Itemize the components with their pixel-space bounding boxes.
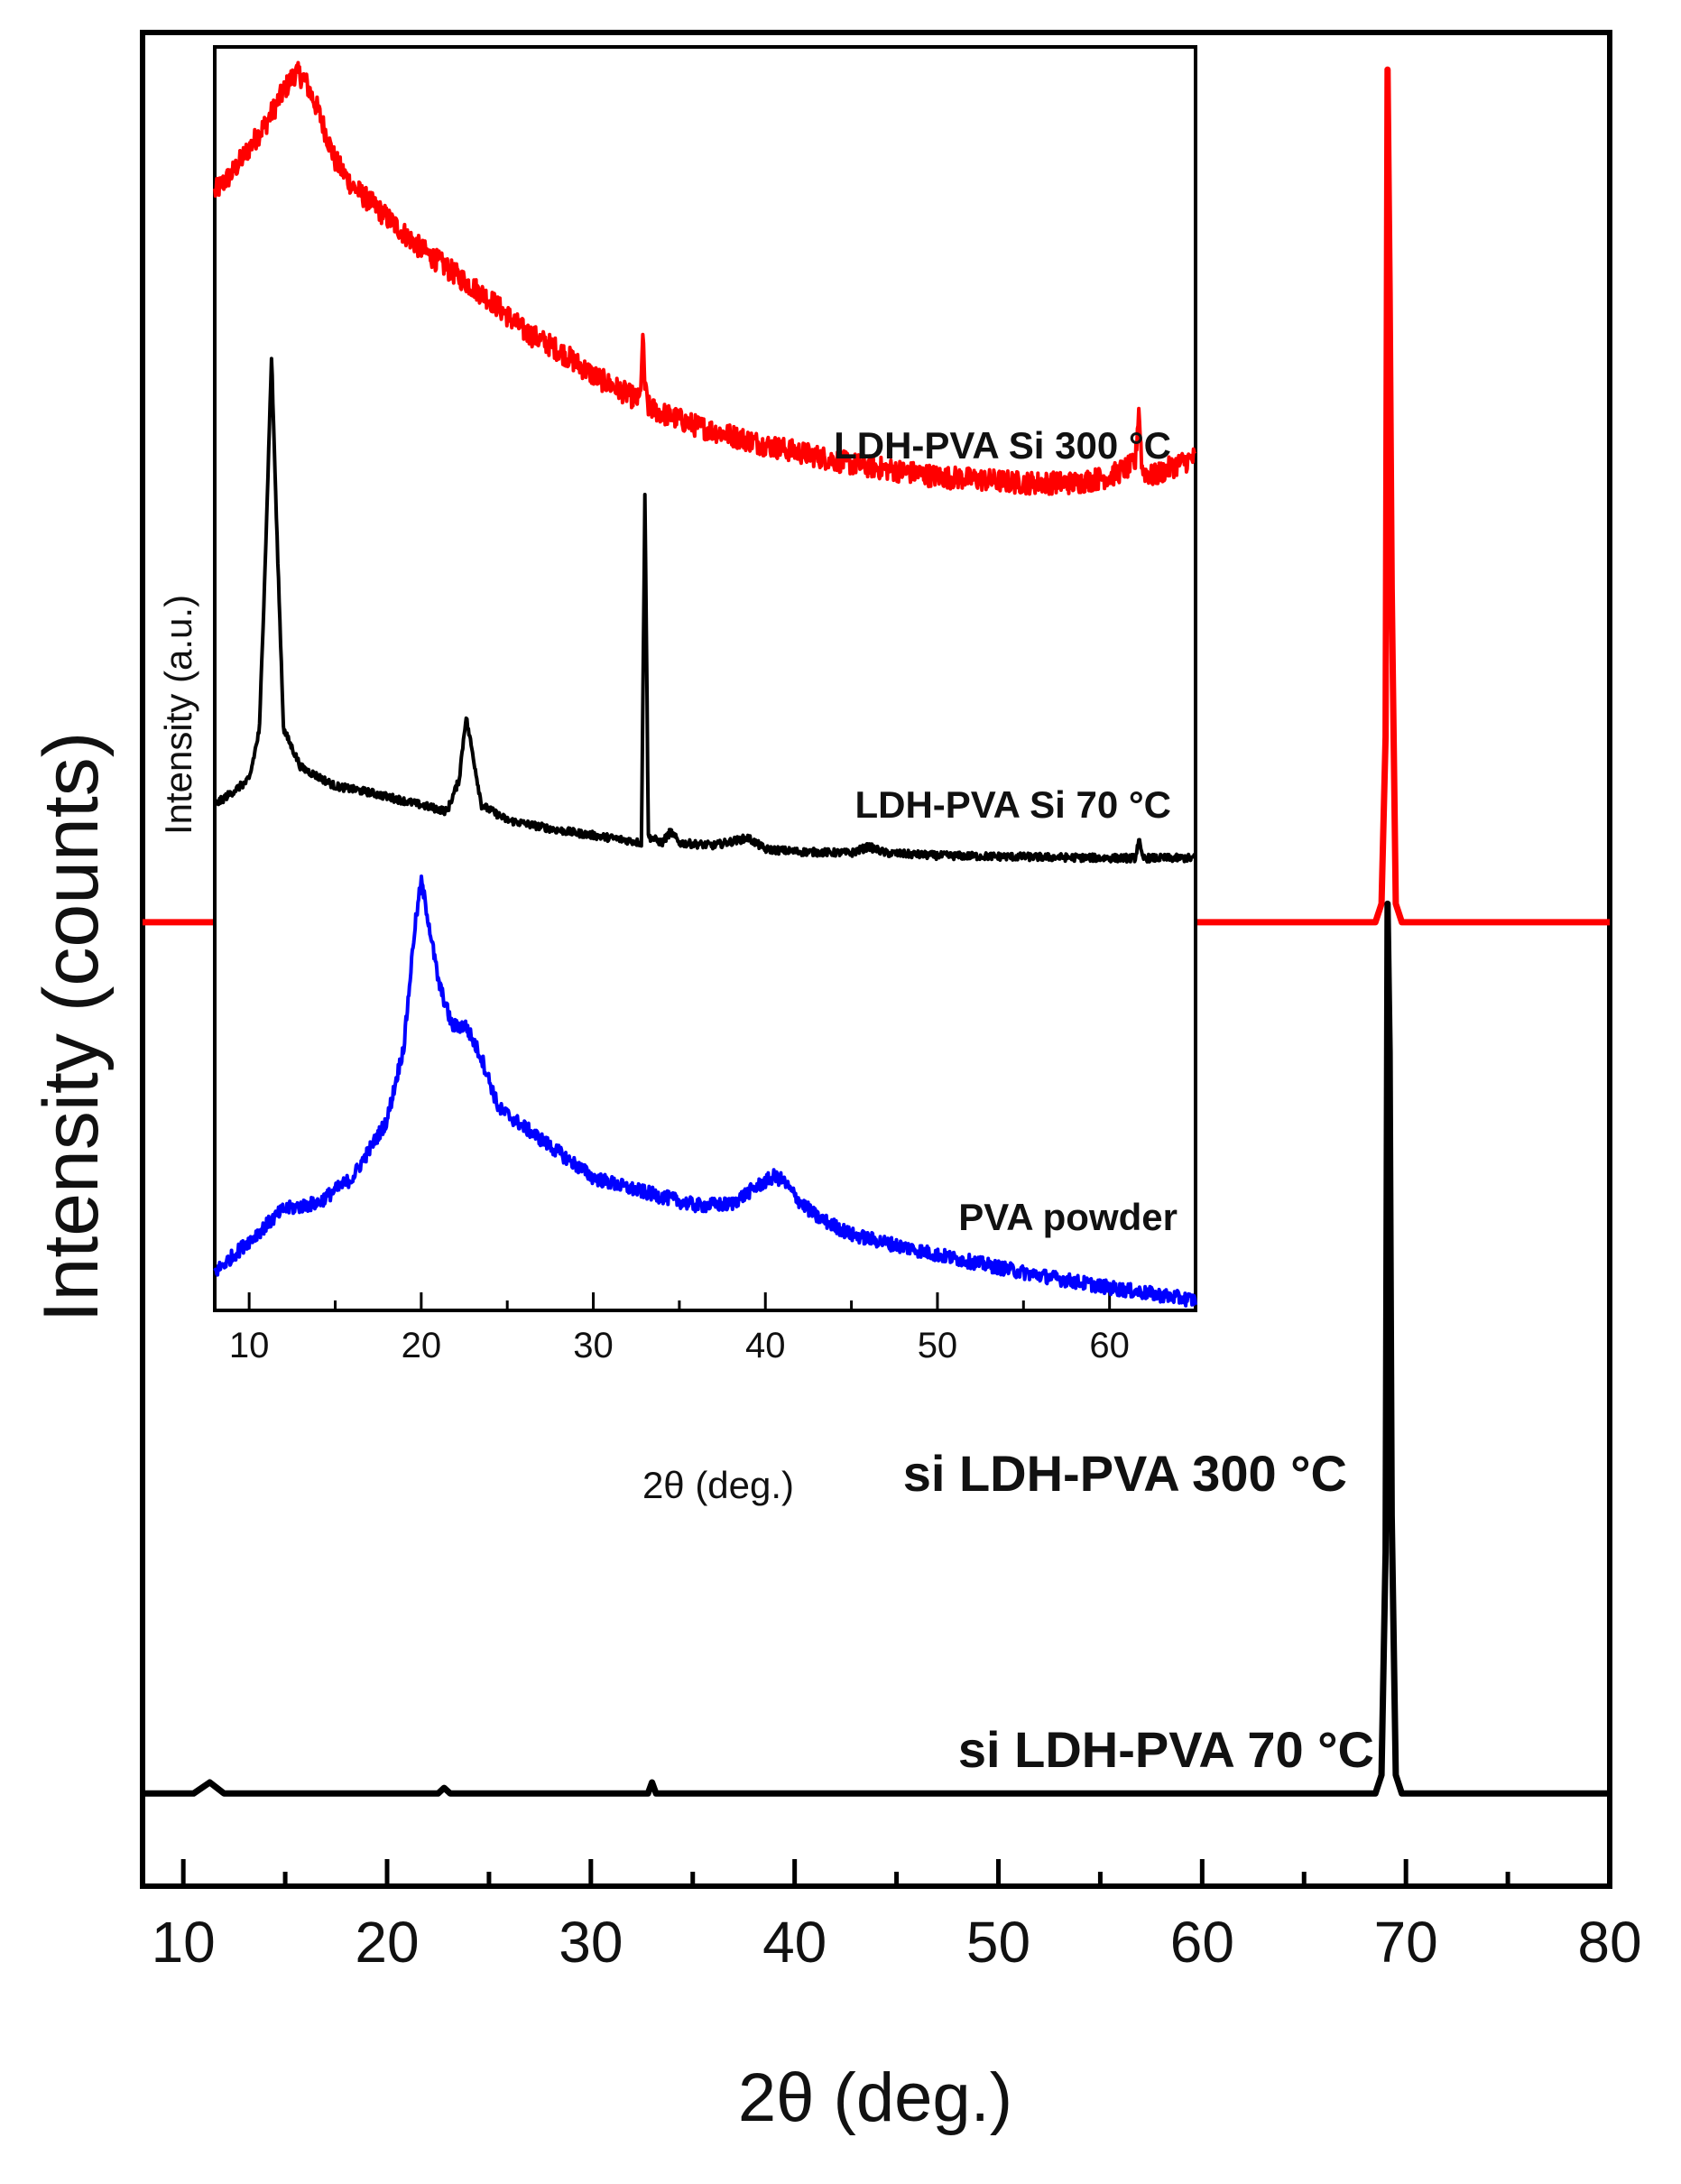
- series-line-2: [213, 356, 1197, 864]
- main-x-axis-title: 2θ (deg.): [738, 2059, 1012, 2136]
- x-tick-label: 40: [762, 1910, 827, 1975]
- x-tick-label: 10: [152, 1910, 216, 1975]
- main-series-label-70c: si LDH-PVA 70 °C: [958, 1721, 1374, 1778]
- series-line-2: [143, 900, 1610, 1797]
- x-tick-label: 80: [1577, 1910, 1641, 1975]
- x-tick-label: 50: [966, 1910, 1030, 1975]
- main-plot: 10 20 30 40 50 60 70 80 si LDH-PVA 300 °C si LD…: [28, 30, 1642, 2136]
- inset-plot-frame: [213, 45, 1197, 1312]
- x-tick-label: 40: [745, 1326, 786, 1365]
- main-x-axis: 10 20 30 40 50 60 70 80: [152, 1859, 1642, 1975]
- main-series-label-300c: si LDH-PVA 300 °C: [903, 1445, 1347, 1502]
- inset-series-group: [213, 60, 1197, 1308]
- x-tick-label: 60: [1089, 1326, 1130, 1365]
- x-tick-label: 20: [402, 1326, 442, 1365]
- inset-y-axis-title: Intensity (a.u.): [157, 595, 199, 835]
- x-tick-label: 30: [573, 1326, 614, 1365]
- series-line-3: [213, 875, 1197, 1308]
- main-plot-frame: [140, 30, 1612, 1889]
- inset-plot: 10 20 30 40 50 60 LDH-PVA Si 300 °C LDH-PVA S…: [157, 45, 1197, 1506]
- x-tick-label: 70: [1374, 1910, 1438, 1975]
- inset-series-label-pva: PVA powder: [958, 1196, 1178, 1238]
- main-series-group: [143, 66, 1610, 1797]
- inset-series-label-300c: LDH-PVA Si 300 °C: [834, 424, 1171, 467]
- series-line-1: [143, 66, 1610, 926]
- main-y-axis-title: Intensity (counts): [28, 732, 115, 1323]
- x-tick-label: 20: [355, 1910, 419, 1975]
- inset-series-label-70c: LDH-PVA Si 70 °C: [854, 783, 1171, 826]
- x-tick-label: 30: [559, 1910, 623, 1975]
- x-tick-label: 60: [1170, 1910, 1234, 1975]
- inset-x-axis-title: 2θ (deg.): [642, 1464, 794, 1506]
- series-line-1: [213, 60, 1197, 496]
- inset-x-axis: 10 20 30 40 50 60: [229, 1292, 1130, 1365]
- x-tick-label: 50: [918, 1326, 958, 1365]
- x-tick-label: 10: [229, 1326, 270, 1365]
